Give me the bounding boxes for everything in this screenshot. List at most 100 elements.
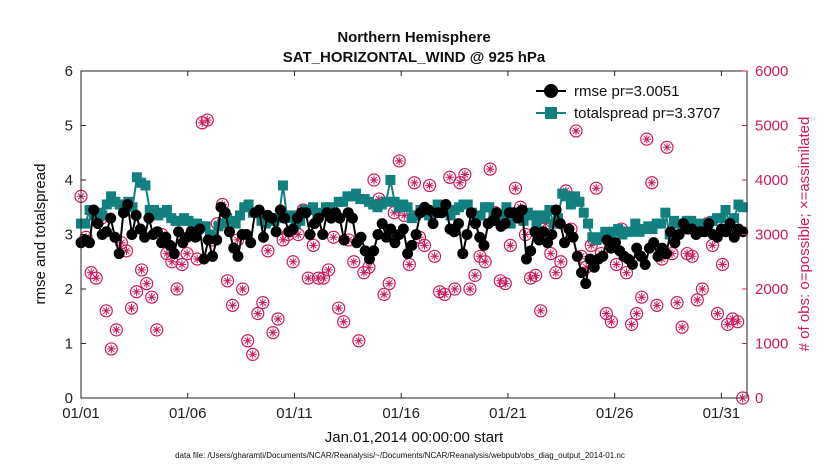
x-tick-label: 01/11 <box>276 405 312 422</box>
totalspread-point <box>243 199 254 210</box>
assimilated-obs-point <box>440 290 449 299</box>
chart-subtitle: SAT_HORIZONTAL_WIND @ 925 hPa <box>283 49 546 66</box>
rmse-point <box>274 204 286 216</box>
totalspread-point <box>578 207 589 218</box>
rmse-point <box>228 242 240 254</box>
possible-obs-point <box>170 282 184 296</box>
assimilated-obs-point <box>102 306 111 315</box>
legend: rmse pr=3.0051 totalspread pr=3.3707 <box>529 78 733 124</box>
possible-obs-point <box>640 132 654 146</box>
rmse-point <box>270 226 282 238</box>
assimilated-obs-point <box>172 284 182 294</box>
assimilated-obs-point <box>223 276 232 285</box>
possible-obs-point <box>609 257 624 272</box>
assimilated-obs-point <box>667 249 677 258</box>
possible-obs-point <box>625 317 639 332</box>
assimilated-obs-point <box>167 257 177 266</box>
assimilated-obs-point <box>268 328 278 337</box>
possible-obs-point <box>417 238 432 252</box>
rmse-point <box>143 212 155 224</box>
assimilated-obs-point <box>289 257 298 266</box>
y2-axis-label: # of obs: o=possible; ×=assimilated <box>796 117 813 352</box>
totalspread-point <box>647 224 658 235</box>
assimilated-obs-point <box>405 260 414 269</box>
rmse-point <box>474 231 486 243</box>
totalspread-point <box>716 213 727 224</box>
possible-obs-point <box>332 301 346 315</box>
assimilated-obs-point <box>294 230 303 239</box>
rmse-point <box>190 231 202 243</box>
assimilated-obs-point <box>400 211 409 220</box>
rmse-point <box>88 204 100 216</box>
possible-obs-point <box>630 306 644 321</box>
assimilated-obs-point <box>677 322 687 332</box>
rmse-point <box>164 239 176 251</box>
assimilated-obs-point <box>642 134 651 144</box>
rmse-point <box>652 250 664 262</box>
possible-obs-point <box>407 176 421 190</box>
rmse-point <box>423 204 435 216</box>
rmse-point <box>253 204 265 216</box>
possible-obs-point <box>377 287 391 302</box>
rmse-point <box>287 223 299 235</box>
totalspread-point <box>656 218 667 229</box>
assimilated-obs-point <box>379 290 389 299</box>
possible-obs-point <box>382 276 396 291</box>
totalspread-point <box>475 210 486 221</box>
assimilated-obs-point <box>571 126 581 136</box>
possible-obs-point <box>650 298 664 312</box>
rmse-point <box>576 267 588 279</box>
assimilated-obs-point <box>662 143 672 152</box>
assimilated-obs-point <box>324 265 333 275</box>
possible-obs-point <box>306 238 320 252</box>
x-axis: 01/01 01/06 01/11 01/16 01/21 01/26 01/31 <box>62 71 740 422</box>
rmse-point <box>597 250 609 262</box>
rmse-point <box>355 231 367 243</box>
assimilated-obs-point <box>86 268 96 277</box>
assimilated-obs-point <box>587 241 596 250</box>
rmse-point <box>525 245 537 257</box>
totalspread-point <box>308 202 319 213</box>
rmse-point <box>406 239 418 251</box>
rmse-point <box>550 204 562 216</box>
rmse-point <box>346 212 358 224</box>
assimilated-obs-point <box>92 273 101 283</box>
rmse-point <box>206 250 218 262</box>
y2-tick-label: 1000 <box>755 336 788 353</box>
assimilated-obs-point <box>228 301 237 310</box>
totalspread-point <box>660 207 671 218</box>
x-tick-label: 01/26 <box>596 405 634 422</box>
y2-tick-label: 0 <box>755 390 763 407</box>
possible-obs-point <box>104 342 118 356</box>
totalspread-point <box>230 218 241 229</box>
assimilated-obs-point <box>349 257 358 266</box>
possible-obs-point <box>352 334 366 348</box>
assimilated-obs-point <box>526 273 535 283</box>
rmse-point <box>122 199 134 211</box>
possible-obs-point <box>715 257 730 272</box>
possible-obs-point <box>180 246 194 261</box>
assimilated-obs-point <box>713 309 722 318</box>
rmse-point <box>563 223 575 235</box>
totalspread-point <box>389 196 400 207</box>
assimilated-obs-point <box>314 273 323 283</box>
totalspread-point <box>565 199 576 210</box>
totalspread-point <box>630 218 641 229</box>
possible-obs-point <box>554 255 568 269</box>
assimilated-obs-point <box>253 309 262 318</box>
rmse-point <box>648 237 660 249</box>
assimilated-obs-point <box>627 320 636 329</box>
assimilated-obs-point <box>541 219 550 228</box>
rmse-point <box>198 253 210 265</box>
rmse-point <box>223 226 235 238</box>
rmse-point <box>113 248 125 260</box>
rmse-point <box>219 207 231 219</box>
rmse-point <box>368 245 380 257</box>
rmse-point <box>486 215 498 227</box>
totalspread-point <box>97 210 108 221</box>
legend-totalspread-label: totalspread pr=3.3707 <box>574 105 720 122</box>
x-tick-label: 01/31 <box>703 405 741 422</box>
totalspread-point <box>325 202 336 213</box>
legend-box <box>529 78 733 124</box>
totalspread-point <box>286 210 297 221</box>
